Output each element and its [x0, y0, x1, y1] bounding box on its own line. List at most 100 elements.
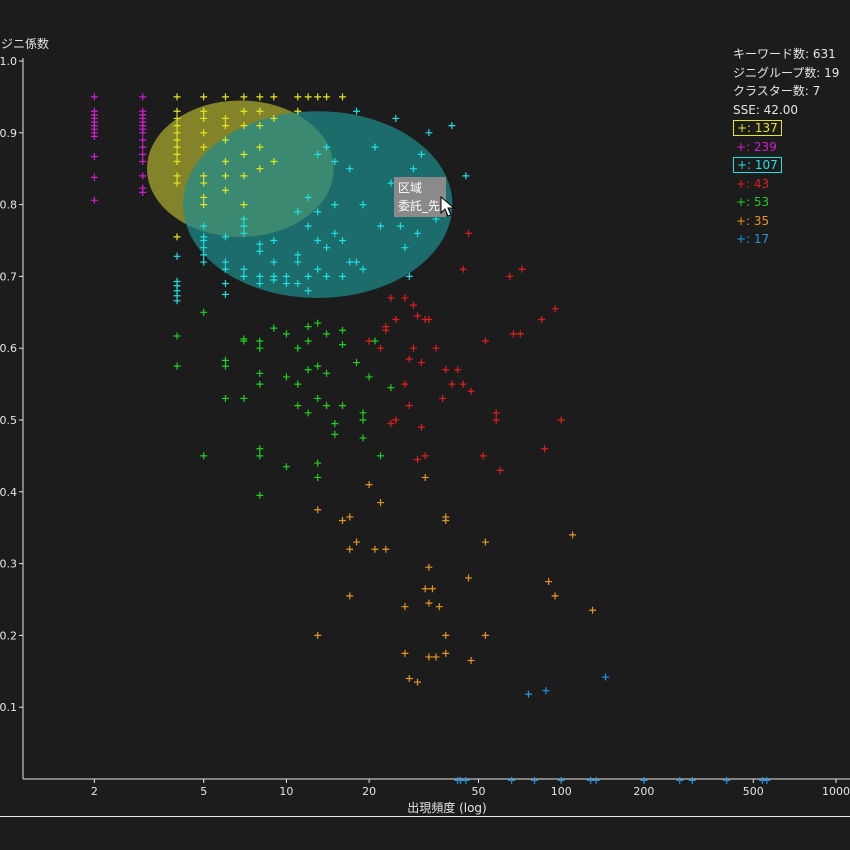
- data-point[interactable]: [405, 355, 413, 363]
- data-point[interactable]: [551, 592, 559, 600]
- data-point[interactable]: [314, 208, 322, 216]
- data-point[interactable]: [173, 107, 181, 115]
- data-point[interactable]: [421, 452, 429, 460]
- data-point[interactable]: [240, 394, 248, 402]
- data-point[interactable]: [409, 165, 417, 173]
- data-point[interactable]: [465, 574, 473, 582]
- data-point[interactable]: [592, 776, 600, 784]
- data-point[interactable]: [173, 172, 181, 180]
- data-point[interactable]: [371, 337, 379, 345]
- data-point[interactable]: [432, 344, 440, 352]
- data-point[interactable]: [359, 201, 367, 209]
- data-point[interactable]: [294, 251, 302, 259]
- data-point[interactable]: [339, 517, 347, 525]
- data-point[interactable]: [551, 305, 559, 313]
- data-point[interactable]: [323, 244, 331, 252]
- data-point[interactable]: [314, 237, 322, 244]
- data-point[interactable]: [282, 280, 290, 288]
- data-point[interactable]: [256, 272, 264, 280]
- data-point[interactable]: [401, 244, 409, 252]
- data-point[interactable]: [392, 416, 400, 424]
- data-point[interactable]: [240, 222, 248, 230]
- data-point[interactable]: [339, 272, 347, 280]
- data-point[interactable]: [557, 416, 565, 424]
- data-point[interactable]: [541, 445, 549, 453]
- data-point[interactable]: [240, 107, 248, 115]
- data-point[interactable]: [439, 394, 447, 402]
- data-point[interactable]: [90, 132, 98, 140]
- data-point[interactable]: [425, 315, 433, 323]
- data-point[interactable]: [221, 158, 229, 166]
- data-point[interactable]: [353, 258, 361, 266]
- data-point[interactable]: [173, 297, 181, 305]
- data-point[interactable]: [382, 545, 390, 553]
- data-point[interactable]: [200, 251, 208, 259]
- data-point[interactable]: [442, 366, 450, 374]
- data-point[interactable]: [569, 531, 577, 539]
- data-point[interactable]: [173, 252, 181, 260]
- data-point[interactable]: [221, 362, 229, 370]
- data-point[interactable]: [688, 776, 696, 784]
- data-point[interactable]: [492, 409, 500, 417]
- legend-item[interactable]: +: 137: [733, 120, 782, 136]
- data-point[interactable]: [240, 150, 248, 158]
- data-point[interactable]: [200, 193, 208, 201]
- data-point[interactable]: [270, 158, 278, 166]
- data-point[interactable]: [90, 196, 98, 204]
- data-point[interactable]: [353, 359, 361, 367]
- data-point[interactable]: [139, 172, 147, 180]
- data-point[interactable]: [256, 107, 264, 115]
- data-point[interactable]: [323, 330, 331, 338]
- data-point[interactable]: [425, 653, 433, 661]
- data-point[interactable]: [387, 179, 395, 187]
- data-point[interactable]: [256, 122, 264, 130]
- data-point[interactable]: [173, 136, 181, 144]
- data-point[interactable]: [353, 107, 361, 115]
- data-point[interactable]: [294, 280, 302, 288]
- data-point[interactable]: [282, 330, 290, 338]
- data-point[interactable]: [240, 93, 248, 101]
- data-point[interactable]: [409, 301, 417, 309]
- data-point[interactable]: [221, 280, 229, 288]
- legend-item[interactable]: +: 17: [736, 232, 770, 246]
- data-point[interactable]: [417, 423, 425, 431]
- data-point[interactable]: [323, 143, 331, 151]
- data-point[interactable]: [479, 452, 487, 460]
- data-point[interactable]: [462, 172, 470, 180]
- data-point[interactable]: [314, 150, 322, 158]
- data-point[interactable]: [425, 563, 433, 571]
- data-point[interactable]: [346, 513, 354, 521]
- data-point[interactable]: [323, 402, 331, 410]
- data-point[interactable]: [304, 337, 312, 345]
- data-point[interactable]: [405, 674, 413, 682]
- data-point[interactable]: [90, 152, 98, 160]
- data-point[interactable]: [240, 122, 248, 130]
- data-point[interactable]: [314, 93, 322, 101]
- data-point[interactable]: [346, 258, 354, 266]
- data-point[interactable]: [270, 258, 278, 266]
- data-point[interactable]: [200, 172, 208, 180]
- data-point[interactable]: [346, 165, 354, 173]
- data-point[interactable]: [139, 150, 147, 158]
- data-point[interactable]: [256, 445, 264, 453]
- data-point[interactable]: [589, 606, 597, 614]
- data-point[interactable]: [256, 380, 264, 388]
- data-point[interactable]: [353, 538, 361, 546]
- data-point[interactable]: [377, 222, 385, 230]
- data-point[interactable]: [173, 93, 181, 101]
- data-point[interactable]: [221, 186, 229, 194]
- data-point[interactable]: [294, 208, 302, 216]
- legend-item[interactable]: +: 53: [736, 195, 770, 209]
- data-point[interactable]: [314, 473, 322, 481]
- data-point[interactable]: [414, 455, 422, 463]
- data-point[interactable]: [359, 409, 367, 417]
- data-point[interactable]: [359, 265, 367, 273]
- data-point[interactable]: [221, 258, 229, 266]
- data-point[interactable]: [442, 631, 450, 639]
- data-point[interactable]: [435, 603, 443, 611]
- data-point[interactable]: [331, 420, 339, 428]
- legend-item[interactable]: +: 43: [736, 176, 770, 191]
- data-point[interactable]: [538, 315, 546, 323]
- legend-item[interactable]: +: 239: [736, 139, 777, 154]
- data-point[interactable]: [448, 122, 456, 130]
